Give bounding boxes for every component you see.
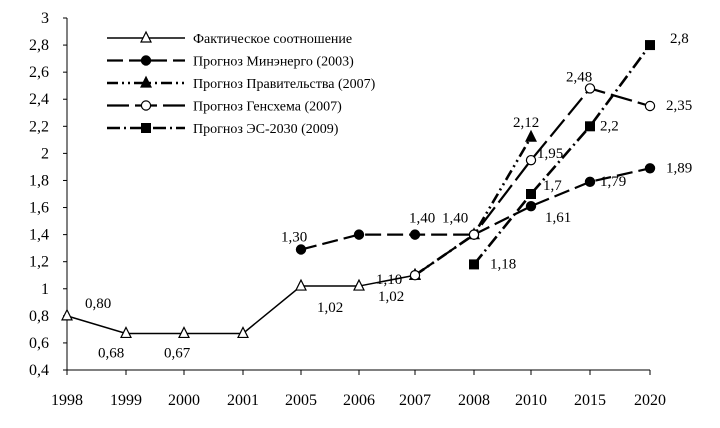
legend-label: Прогноз Правительства (2007) <box>193 77 376 92</box>
y-tick-label: 2,8 <box>29 37 49 54</box>
y-tick-label: 1 <box>41 281 49 298</box>
data-point <box>584 83 596 94</box>
data-label: 0,80 <box>85 296 111 312</box>
data-point <box>644 163 656 174</box>
data-label: 2,8 <box>670 31 689 47</box>
data-label: 1,02 <box>317 300 343 316</box>
x-tick-label: 1999 <box>110 392 142 409</box>
y-tick-label: 1,2 <box>29 254 49 271</box>
data-point <box>120 326 132 339</box>
series-line <box>414 136 533 277</box>
legend-marker <box>140 30 152 43</box>
data-point <box>61 308 73 321</box>
y-tick-label: 2,2 <box>29 118 49 135</box>
data-point <box>237 326 249 339</box>
legend: Фактическое соотношение Прогноз Минэнерго… <box>98 28 458 143</box>
data-label: 1,7 <box>543 178 562 194</box>
chart-axes: 3 2,8 2,6 2,4 2,2 2 1,8 1,6 1,4 1,2 1 0,8 0,6 0,41998… <box>29 10 666 409</box>
data-label: 0,68 <box>98 345 124 361</box>
x-tick-label: 2005 <box>285 392 317 409</box>
legend-label: Прогноз Минэнерго (2003) <box>193 55 354 70</box>
data-label: 1,10 <box>376 272 402 288</box>
data-label: 1,79 <box>600 174 626 190</box>
x-tick-label: 2006 <box>343 392 375 409</box>
data-point <box>645 40 655 51</box>
data-point <box>644 100 656 112</box>
data-label: 0,67 <box>164 345 191 361</box>
data-label: 1,02 <box>378 289 404 305</box>
data-label: 1,40 <box>409 211 435 227</box>
data-point <box>409 229 421 240</box>
data-label: 2,12 <box>513 115 539 131</box>
data-labels: 0,80 0,68 0,67 1,02 1,02 1,30 1,40 1,61 1,79 1,89… <box>85 31 692 361</box>
y-tick-label: 3 <box>41 10 49 27</box>
y-tick-label: 1,8 <box>29 172 49 189</box>
legend-label: Прогноз Генсхема (2007) <box>193 100 342 115</box>
data-label: 1,18 <box>490 256 516 272</box>
data-label: 1,30 <box>281 230 307 246</box>
data-point <box>585 121 595 132</box>
data-point <box>353 229 365 240</box>
series-line <box>472 44 652 266</box>
x-tick-label: 2008 <box>458 392 490 409</box>
legend-marker <box>140 75 152 88</box>
series-line <box>66 274 416 335</box>
series-line <box>414 87 651 277</box>
data-label: 1,40 <box>442 211 468 227</box>
legend-marker <box>141 123 151 133</box>
data-point <box>525 200 537 212</box>
data-point <box>469 259 479 270</box>
data-point <box>178 326 190 339</box>
data-point <box>295 278 307 291</box>
data-label: 2,2 <box>600 118 619 134</box>
data-point <box>468 229 480 240</box>
y-tick-label: 1,6 <box>29 200 49 217</box>
legend-marker <box>140 55 152 66</box>
x-tick-label: 2007 <box>399 392 431 409</box>
y-tick-label: 0,4 <box>29 362 49 379</box>
x-tick-label: 2000 <box>168 392 200 409</box>
y-tick-label: 2,4 <box>29 91 49 108</box>
x-tick-label: 2001 <box>227 392 259 409</box>
y-tick-label: 2,6 <box>29 64 49 81</box>
data-point <box>584 176 596 188</box>
y-tick-label: 0,6 <box>29 335 49 352</box>
data-point <box>295 244 307 255</box>
x-tick-label: 1998 <box>51 392 83 409</box>
legend-label: Фактическое соотношение <box>193 32 352 47</box>
data-point <box>526 189 536 199</box>
data-label: 1,95 <box>537 146 563 162</box>
data-point <box>525 129 537 142</box>
legend-box <box>98 28 458 143</box>
x-tick-label: 2020 <box>634 392 666 409</box>
x-tick-label: 2010 <box>515 392 547 409</box>
data-point <box>409 270 421 281</box>
data-label: 1,61 <box>545 210 571 226</box>
x-tick-label: 2015 <box>574 392 606 409</box>
data-point <box>525 154 537 166</box>
y-tick-label: 0,8 <box>29 308 49 325</box>
series-layer <box>61 40 656 339</box>
legend-marker <box>140 100 152 111</box>
data-label: 2,48 <box>566 69 592 85</box>
y-tick-label: 1,4 <box>29 227 49 244</box>
data-label: 1,89 <box>666 160 692 176</box>
y-tick-label: 2 <box>41 145 49 162</box>
data-label: 2,35 <box>666 98 692 114</box>
legend-label: Прогноз ЭС-2030 (2009) <box>193 122 339 137</box>
data-point <box>353 278 365 291</box>
